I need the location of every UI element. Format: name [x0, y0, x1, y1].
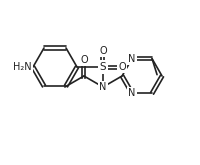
Text: O: O: [80, 55, 87, 65]
Text: O: O: [99, 46, 106, 56]
Text: O: O: [118, 62, 125, 72]
Text: H₂N: H₂N: [13, 62, 32, 72]
Text: S: S: [99, 62, 106, 72]
Text: N: N: [99, 82, 106, 92]
Text: N: N: [128, 54, 135, 64]
Text: N: N: [128, 88, 135, 98]
